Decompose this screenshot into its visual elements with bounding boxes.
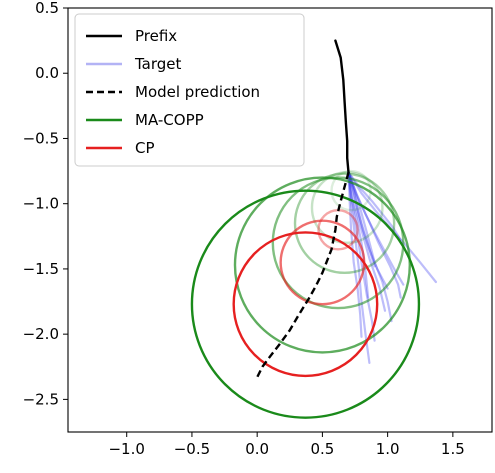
target-trajectory-5: [347, 171, 402, 299]
target-trajectory-10: [347, 171, 376, 268]
legend-label: CP: [135, 139, 155, 157]
legend: Prefix Target Model prediction MA-COPP CP: [74, 13, 305, 167]
plot-content: [190, 39, 437, 419]
y-tick-label: 0.0: [35, 64, 59, 82]
y-axis-ticks: 0.5 0.0 −0.5 −1.0 −1.5 −2.0 −2.5: [23, 0, 68, 408]
cp-circle-3: [232, 231, 379, 378]
legend-label: Model prediction: [135, 83, 260, 101]
y-tick-label: −1.0: [23, 195, 59, 213]
prefix-line: [334, 39, 350, 174]
target-trajectory-3: [347, 171, 389, 290]
x-tick-label: 1.5: [441, 440, 465, 458]
model-prediction-line: [256, 172, 350, 378]
legend-label: Target: [134, 55, 182, 73]
x-tick-label: 0.0: [245, 440, 269, 458]
legend-label: MA-COPP: [135, 111, 204, 129]
y-tick-label: −1.5: [23, 260, 59, 278]
x-tick-label: 1.0: [376, 440, 400, 458]
x-tick-label: −1.0: [108, 440, 144, 458]
axes-frame: [67, 7, 493, 433]
target-trajectory-7: [347, 171, 363, 338]
target-trajectory-2: [347, 171, 376, 342]
y-tick-label: −2.0: [23, 325, 59, 343]
ma-copp-circle-5: [233, 176, 412, 354]
y-tick-label: −0.5: [23, 129, 59, 147]
ma-copp-circle-1: [330, 169, 372, 212]
y-tick-label: 0.5: [35, 0, 59, 17]
x-tick-label: 0.5: [310, 440, 334, 458]
target-trajectory-8: [347, 171, 405, 286]
target-trajectory-12: [347, 171, 370, 299]
legend-label: Prefix: [135, 27, 177, 45]
target-trajectory-1: [347, 171, 371, 364]
y-tick-label: −2.5: [23, 390, 59, 408]
ma-copp-circle-6: [190, 189, 421, 419]
ma-copp-circle-2: [310, 171, 384, 245]
ma-copp-circle-3: [293, 172, 396, 275]
x-tick-label: −0.5: [174, 440, 210, 458]
legend-box: [74, 13, 305, 167]
ma-copp-circle-4: [271, 176, 405, 310]
x-axis-ticks: −1.0 −0.5 0.0 0.5 1.0 1.5: [108, 432, 465, 458]
